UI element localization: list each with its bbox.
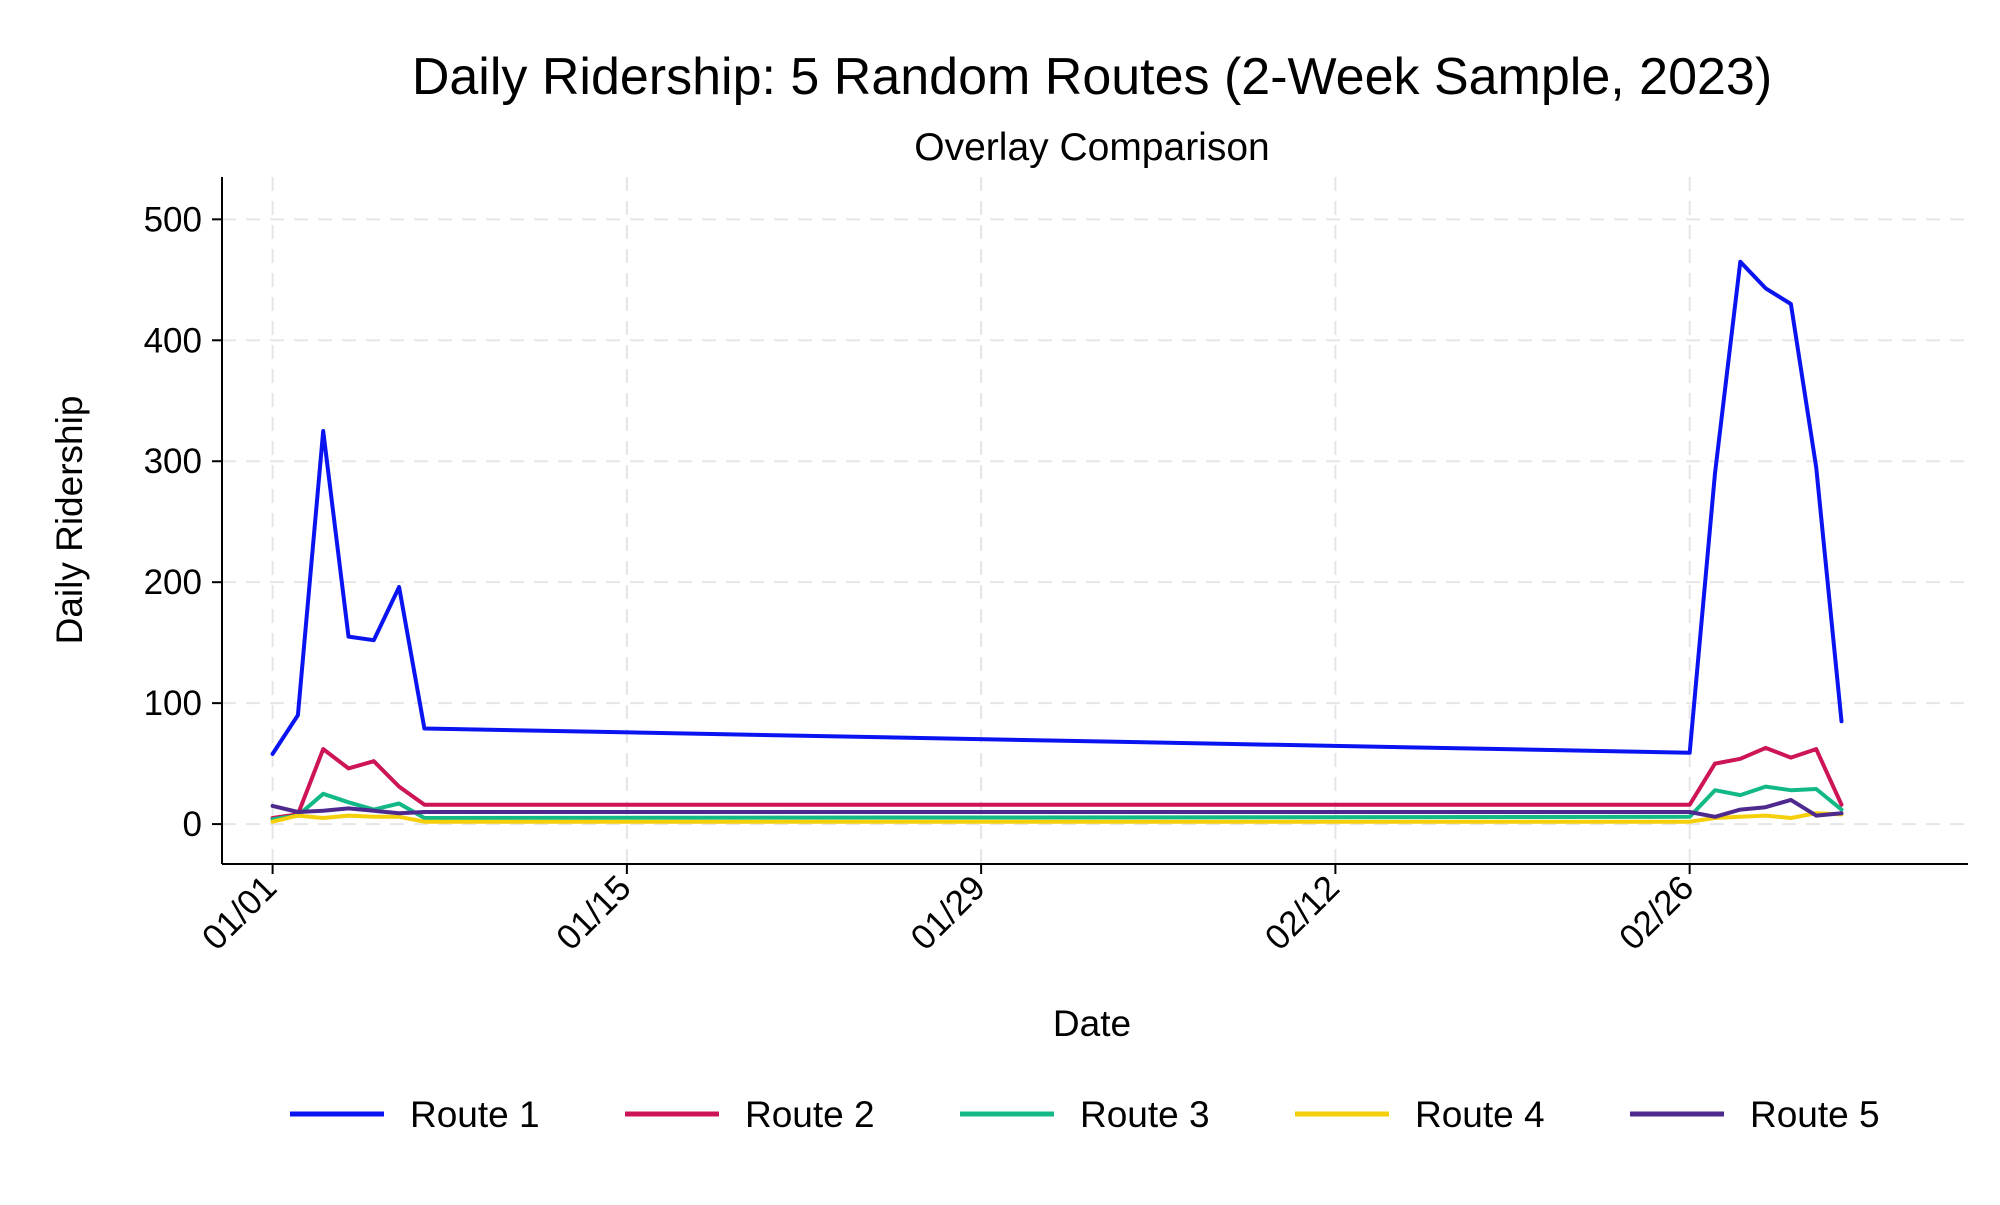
y-tick-label-1: 100 xyxy=(144,684,202,723)
x-tick-label-2: 01/29 xyxy=(903,868,993,958)
chart-title: Daily Ridership: 5 Random Routes (2-Week… xyxy=(412,48,1772,106)
series-line-route-3 xyxy=(270,784,1844,822)
tick-labels: 0 100 200 300 400 500 01/01 01/15 01/29 02/12 02/2… xyxy=(144,200,1702,957)
series-line-route-4 xyxy=(270,811,1844,824)
y-tick-label-2: 200 xyxy=(144,563,202,602)
x-tick-label-1: 01/15 xyxy=(549,868,639,958)
legend-label-route-5: Route 5 xyxy=(1750,1094,1880,1135)
x-tick-label-4: 02/26 xyxy=(1612,868,1702,958)
y-tick-label-4: 400 xyxy=(144,321,202,360)
x-axis-label: Date xyxy=(1053,1003,1131,1044)
y-tick-label-5: 500 xyxy=(144,200,202,239)
series-line-route-5 xyxy=(270,797,1844,819)
grid xyxy=(222,177,1968,864)
y-tick-label-0: 0 xyxy=(183,805,202,844)
y-tick-label-3: 300 xyxy=(144,442,202,481)
legend-label-route-4: Route 4 xyxy=(1415,1094,1545,1135)
series-line-route-1 xyxy=(270,259,1844,756)
series-lines xyxy=(270,259,1844,824)
legend-label-route-3: Route 3 xyxy=(1080,1094,1210,1135)
legend: Route 1 Route 2 Route 3 Route 4 Route 5 xyxy=(290,1094,1880,1135)
chart-subtitle: Overlay Comparison xyxy=(914,126,1269,169)
series-line-route-2 xyxy=(270,745,1844,820)
y-axis-label: Daily Ridership xyxy=(49,396,90,645)
legend-label-route-1: Route 1 xyxy=(410,1094,540,1135)
legend-label-route-2: Route 2 xyxy=(745,1094,875,1135)
x-tick-label-0: 01/01 xyxy=(195,868,285,958)
axes xyxy=(221,177,1968,865)
x-tick-label-3: 02/12 xyxy=(1258,868,1348,958)
